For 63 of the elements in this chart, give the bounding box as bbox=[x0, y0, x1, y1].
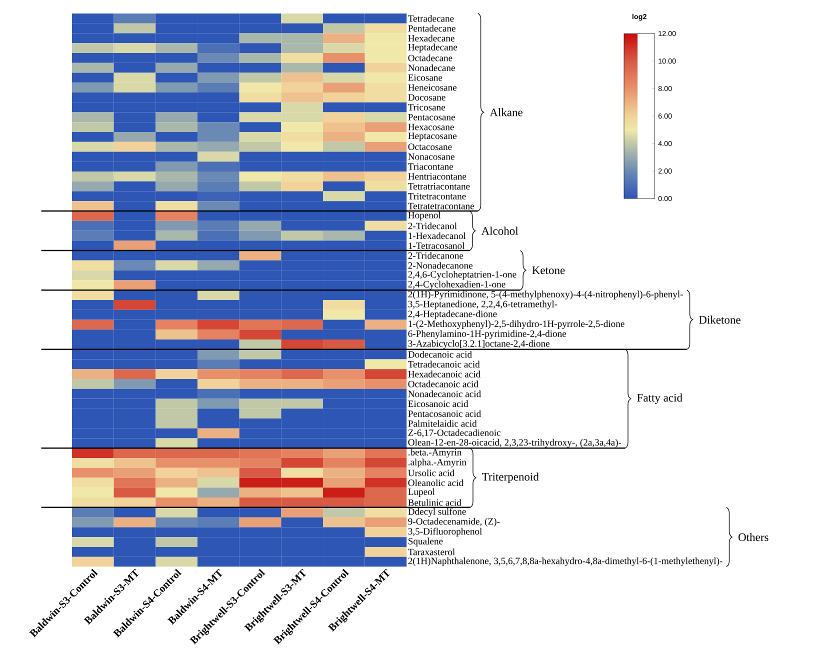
y-tick-label: Octacosane bbox=[408, 143, 452, 150]
y-tick-label: Hexadecanoic acid bbox=[408, 370, 480, 378]
y-tick-label: Dodecanoic acid bbox=[408, 350, 472, 358]
text: Alcohol bbox=[481, 226, 518, 235]
y-tick-label: Hexacosane bbox=[408, 124, 454, 130]
y-tick-label: 1-Tetracosanol bbox=[408, 242, 465, 249]
y-tick-label: 2(1H)Naphthalenone, 3,5,6,7,8,8a-hexahydro-4,8a-dimethyl-6-(1-methylethenyl)- bbox=[408, 557, 722, 566]
text: Triterpenoid bbox=[482, 472, 539, 483]
y-tick-label: 2-Tridecanol bbox=[408, 222, 457, 229]
y-tick-label: Palmitelaidic acid bbox=[408, 420, 477, 427]
y-tick-label: 2,4,6-Cycloheptatrien-1-one bbox=[408, 270, 516, 280]
y-tick-label: Tetratriacontane bbox=[408, 182, 470, 190]
text: Fatty acid bbox=[637, 393, 682, 404]
y-tick-label: Octadecanoic acid bbox=[408, 380, 478, 388]
y-tick-label: Hentriacontane bbox=[408, 173, 466, 180]
y-tick-label: Lupeol bbox=[408, 488, 435, 497]
y-tick-label: Oleanolic acid bbox=[408, 479, 464, 486]
y-tick-label: Betulinic acid bbox=[408, 498, 462, 506]
y-tick-label: 6-Phenylamino-1H-pyrimidine-2,4-dione bbox=[408, 330, 566, 339]
y-tick-label: 2,4-Heptadecane-dione bbox=[408, 310, 497, 319]
y-tick-label: .beta.-Amyrin bbox=[408, 448, 462, 458]
y-tick-label: Pentacosanoic acid bbox=[408, 410, 481, 417]
y-tick-label: Nonacosane bbox=[408, 153, 454, 160]
y-tick-label: Octadecane bbox=[408, 54, 452, 62]
y-tick-label: 2(1H)-Pyrimidinone, 5-(4-methylphenoxy)-4-(4-nitrophenyl)-6-phenyl- bbox=[408, 290, 683, 300]
y-tick-label: 2-Tridecanone bbox=[408, 252, 464, 259]
y-tick-label: 3,5-Heptanedione, 2,2,4,6-tetramethyl- bbox=[408, 300, 558, 310]
y-tick-label: Docosane bbox=[408, 94, 446, 100]
y-tick-label: Nonadecanoic acid bbox=[408, 390, 481, 397]
y-tick-label: Heneicosane bbox=[408, 84, 457, 91]
y-tick-label: 1-Hexadecanol bbox=[408, 232, 466, 239]
text: Alkane bbox=[490, 108, 522, 116]
y-tick-label: Tetratetracontane bbox=[408, 202, 474, 210]
y-tick-label: 1-(2-Methoxyphenyl)-2,5-dihydro-1H-pyrrole-2,5-dione bbox=[408, 320, 624, 329]
text: Diketone bbox=[698, 315, 740, 324]
y-tick-label: Tritetracontane bbox=[408, 192, 466, 200]
y-tick-label: Eicosanoic acid bbox=[408, 400, 468, 407]
text: Others bbox=[738, 532, 768, 541]
y-tick-label: Ursolic acid bbox=[408, 469, 454, 476]
y-tick-label: Z-6,17-Octadecadienoic bbox=[408, 429, 501, 438]
y-tick-label: 3,5-Difluorophenol bbox=[408, 528, 482, 536]
y-tick-label: 3-Azabicyclo[3.2.1]octane-2,4-dione bbox=[408, 340, 550, 349]
y-tick-label: Ddecyl sulfone bbox=[408, 508, 466, 517]
y-tick-label: Hopenol bbox=[408, 211, 441, 220]
y-tick-label: 9-Octadecenamide, (Z)- bbox=[408, 518, 500, 526]
y-tick-label: Tricosane bbox=[408, 104, 446, 110]
y-tick-label: 2,4-Cyclohexadien-1-one bbox=[408, 280, 506, 290]
y-tick-label: Heptacosane bbox=[408, 132, 457, 141]
text: Ketone bbox=[532, 266, 565, 274]
y-tick-label: Pentadecane bbox=[408, 24, 456, 32]
y-tick-label: Pentacosane bbox=[408, 114, 455, 120]
y-tick-label: 2-Nonadecanone bbox=[408, 262, 473, 269]
y-tick-label: Nonadecane bbox=[408, 64, 455, 71]
y-tick-label: .alpha.-Amyrin bbox=[408, 458, 466, 468]
y-tick-label: Taraxasterol bbox=[408, 548, 455, 556]
y-tick-label: Hexadecane bbox=[408, 34, 454, 42]
y-tick-label: Eicosane bbox=[408, 74, 442, 81]
y-tick-label: Squalene bbox=[408, 537, 443, 546]
y-tick-label: Olean-12-en-28-oicacid, 2,3,23-trihydroxy-, (2a,3a,4a)- bbox=[408, 438, 622, 448]
y-tick-label: Tetradecane bbox=[408, 14, 454, 22]
y-tick-label: Heptadecane bbox=[408, 43, 458, 52]
y-tick-label: Triacontane bbox=[408, 163, 454, 170]
y-tick-label: Tetradecanoic acid bbox=[408, 360, 480, 368]
